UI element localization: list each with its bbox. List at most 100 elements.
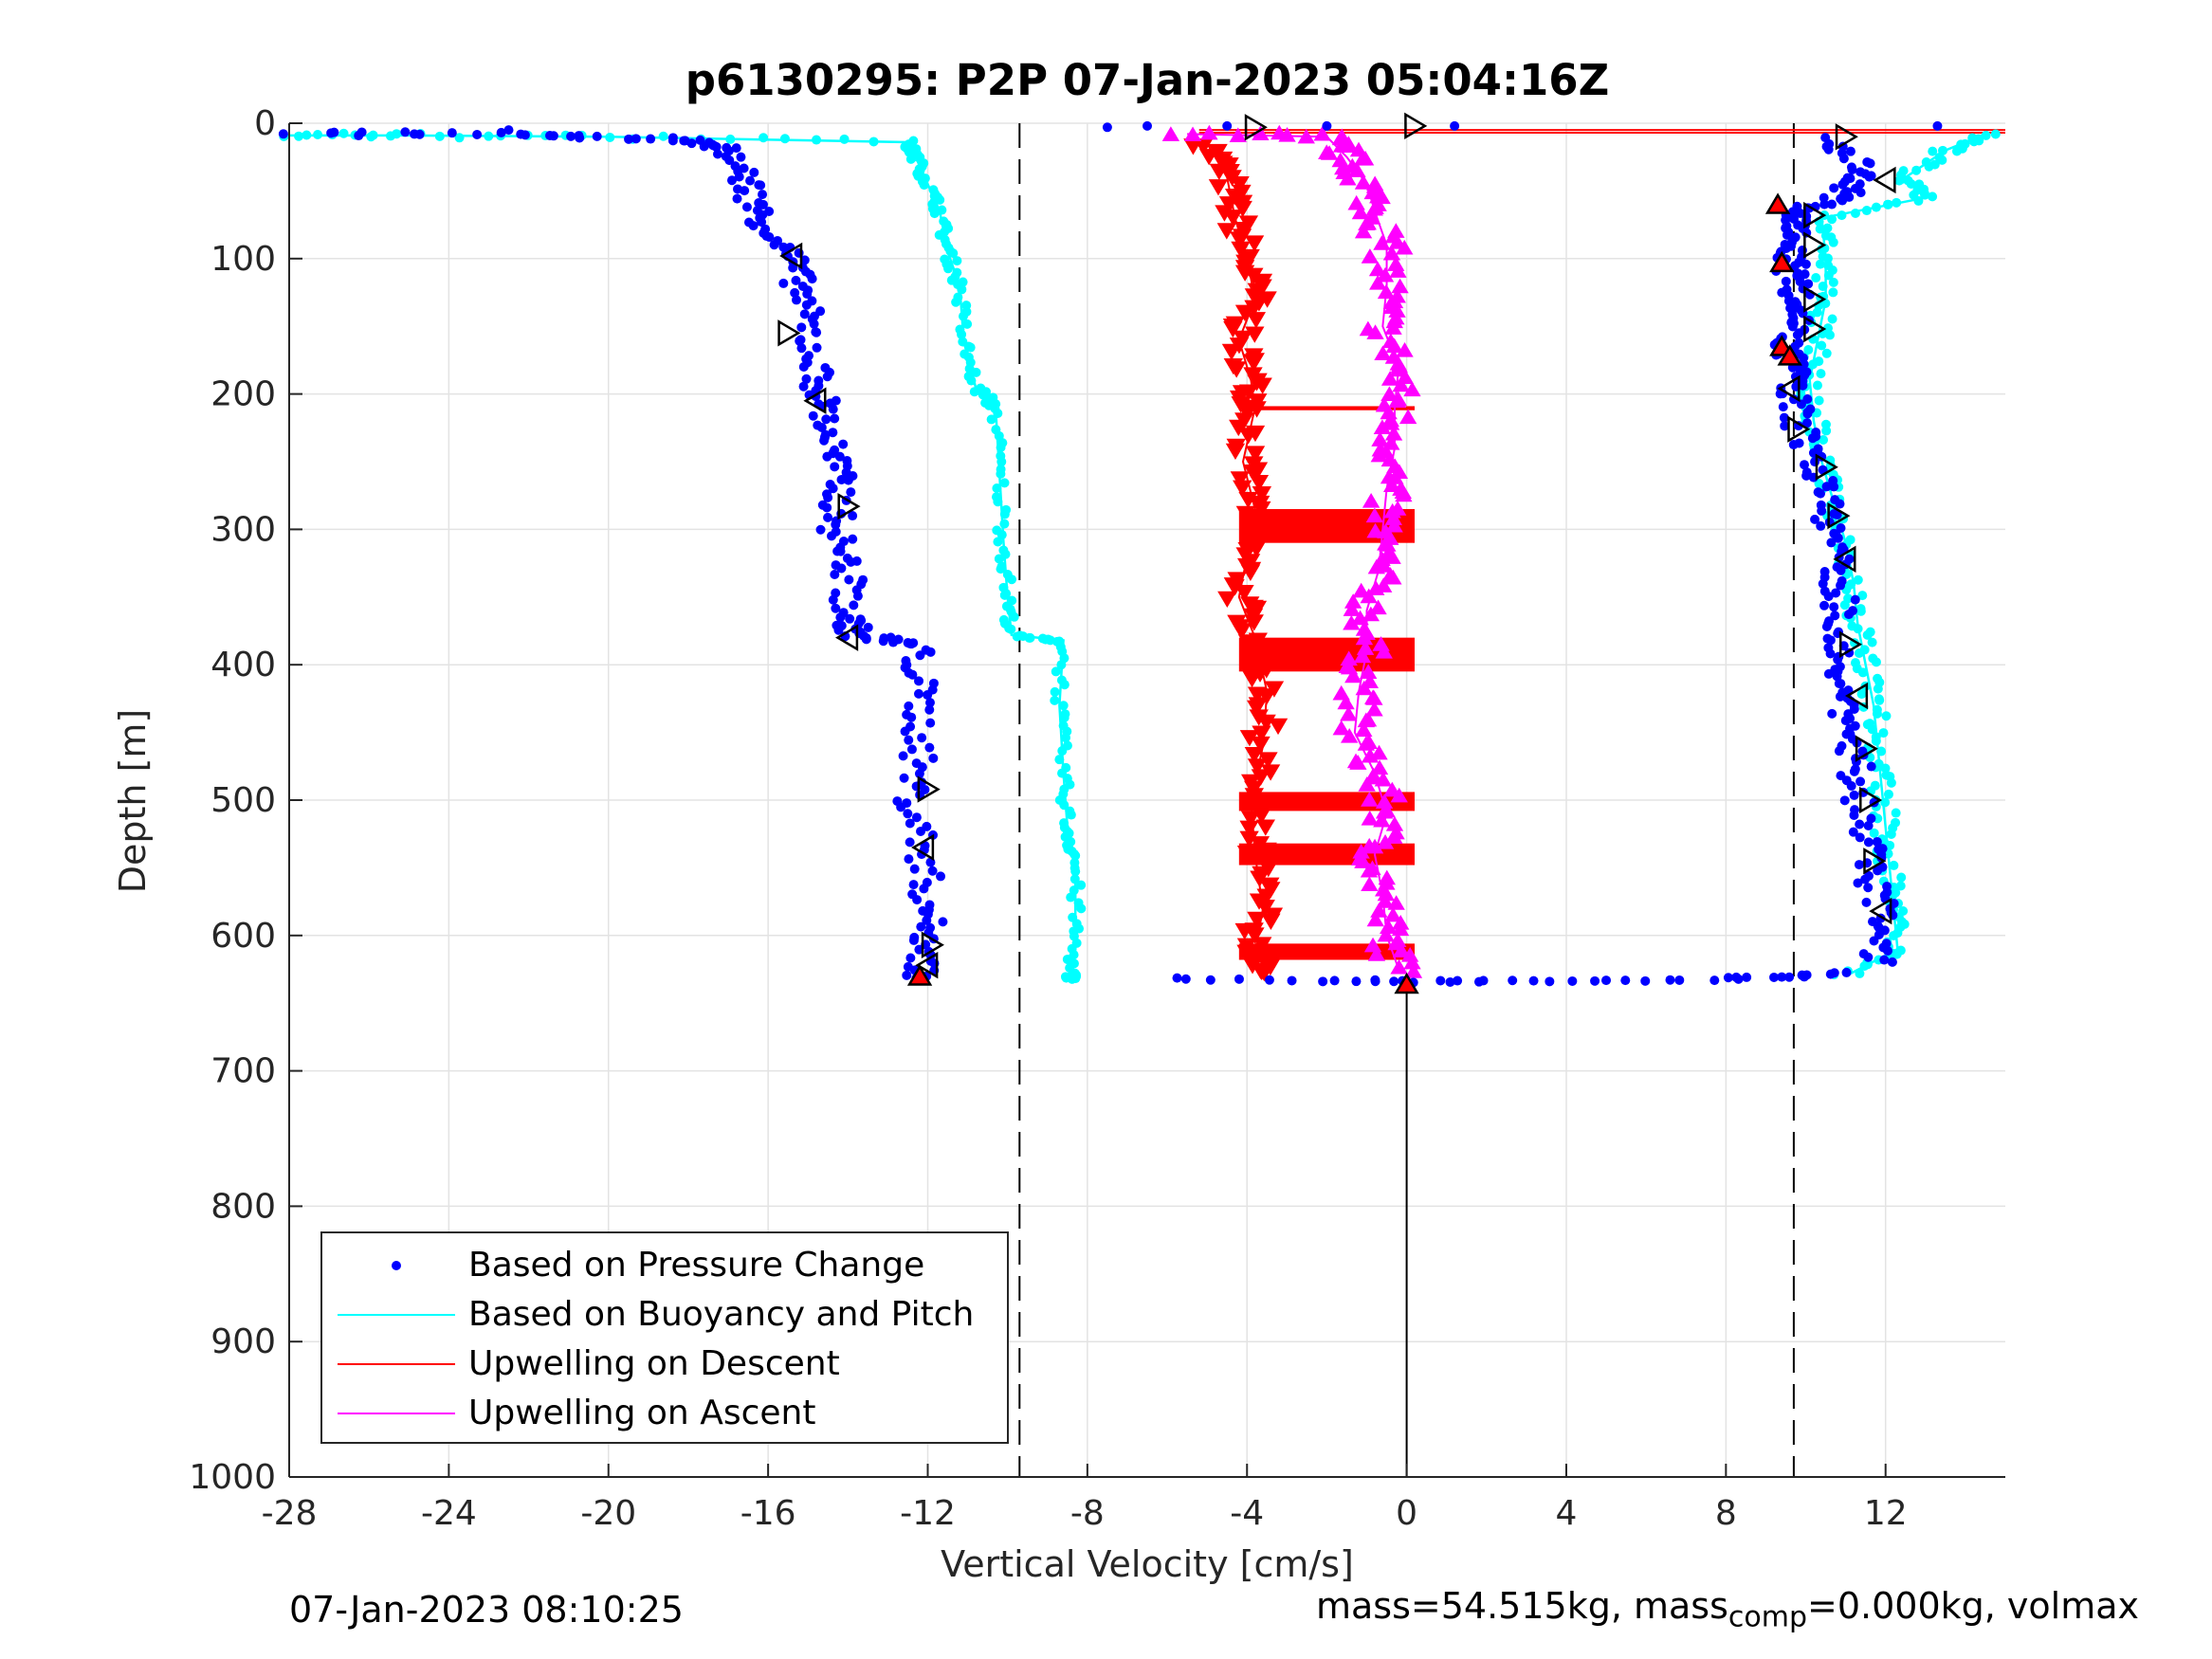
pressure-point: [329, 127, 339, 137]
pressure-point: [1836, 679, 1846, 689]
buoyancy-point: [965, 342, 976, 353]
buoyancy-point: [929, 209, 940, 219]
ascent-marker: [1385, 829, 1403, 844]
pressure-point: [472, 129, 483, 139]
buoyancy-point: [1896, 872, 1907, 883]
ascent-marker: [1367, 946, 1386, 961]
legend-symbol-magenta-line: [338, 1413, 455, 1414]
ascent-marker: [1200, 124, 1218, 140]
pressure-point: [905, 953, 916, 963]
y-tick-label: 900: [210, 1322, 276, 1361]
pressure-point: [712, 149, 722, 159]
buoyancy-point: [1815, 259, 1825, 269]
pressure-point: [896, 802, 906, 812]
buoyancy-point: [966, 375, 977, 386]
pressure-point: [1222, 120, 1233, 131]
pressure-point: [906, 712, 917, 722]
pressure-point: [1850, 764, 1860, 775]
ascent-marker: [1365, 769, 1383, 785]
pressure-point: [724, 155, 735, 166]
ascent-marker: [1389, 263, 1407, 278]
pressure-point: [1351, 976, 1362, 987]
buoyancy-point: [1883, 199, 1893, 210]
buoyancy-point: [993, 409, 1003, 419]
pressure-point: [566, 131, 576, 141]
buoyancy-point: [1843, 593, 1854, 604]
open-triangle-marker: [921, 931, 944, 958]
pressure-point: [1723, 973, 1733, 983]
descent-marker: [1252, 486, 1272, 503]
pressure-point: [1864, 870, 1874, 881]
buoyancy-point: [1859, 645, 1870, 655]
pressure-point: [646, 134, 656, 144]
pressure-point: [1769, 972, 1780, 982]
pressure-point: [679, 136, 689, 146]
x-tick-label: -20: [580, 1494, 636, 1533]
ascent-marker: [1229, 127, 1247, 142]
ascent-marker: [1403, 381, 1421, 397]
ascent-marker: [1396, 239, 1414, 255]
pressure-point: [830, 413, 840, 424]
pressure-point: [686, 138, 697, 149]
pressure-point: [1834, 627, 1844, 637]
pressure-point: [1322, 120, 1332, 131]
pressure-point: [822, 502, 832, 513]
pressure-point: [907, 669, 918, 680]
pressure-point: [1819, 600, 1830, 611]
ascent-marker: [1370, 759, 1389, 775]
descent-marker: [1243, 354, 1263, 371]
pressure-point: [575, 133, 585, 143]
ascent-marker: [1337, 694, 1355, 710]
pressure-point: [830, 569, 840, 579]
ascent-marker: [1377, 283, 1396, 300]
legend-label: Based on Pressure Change: [468, 1246, 925, 1285]
pressure-point: [1837, 575, 1847, 586]
buoyancy-point: [839, 134, 850, 144]
buoyancy-point: [1865, 627, 1875, 637]
pressure-point: [1841, 967, 1852, 977]
buoyancy-point: [1867, 637, 1877, 647]
open-triangle-marker: [777, 319, 801, 347]
pressure-point: [757, 217, 767, 228]
pressure-point: [801, 374, 812, 384]
pressure-point: [758, 199, 768, 210]
open-triangle-marker: [1803, 201, 1827, 229]
pressure-point: [764, 232, 775, 243]
pressure-point: [1866, 761, 1876, 772]
x-tick-label: -24: [421, 1494, 477, 1533]
pressure-point: [1862, 156, 1873, 167]
open-triangle-marker: [1859, 786, 1883, 814]
pressure-point: [1264, 975, 1274, 985]
pressure-point: [833, 625, 844, 635]
pressure-point: [893, 634, 904, 645]
pressure-point: [1801, 259, 1811, 269]
pressure-point: [917, 733, 927, 743]
open-triangle-marker: [915, 952, 939, 979]
pressure-point: [1780, 421, 1790, 431]
buoyancy-point: [313, 130, 323, 140]
pressure-point: [788, 263, 798, 273]
y-tick-label: 1000: [189, 1458, 276, 1497]
ascent-marker: [1374, 345, 1392, 360]
buoyancy-point: [1814, 356, 1824, 367]
pressure-point: [736, 152, 746, 162]
buoyancy-point: [1898, 905, 1909, 916]
pressure-point: [1816, 500, 1826, 510]
pressure-point: [1842, 173, 1853, 183]
pressure-point: [1829, 183, 1839, 193]
ascent-marker: [1332, 720, 1350, 736]
ascent-marker: [1362, 492, 1380, 508]
pressure-point: [925, 718, 936, 728]
buoyancy-point: [1883, 789, 1893, 799]
pressure-point: [1848, 606, 1858, 616]
pressure-point: [1932, 120, 1943, 131]
buoyancy-point: [1929, 159, 1940, 170]
pressure-point: [1827, 708, 1837, 719]
pressure-point: [878, 636, 888, 647]
descent-marker: [1234, 584, 1254, 602]
buoyancy-point: [392, 129, 402, 139]
pressure-point: [1816, 520, 1826, 531]
pressure-point: [919, 884, 929, 894]
buoyancy-point: [779, 134, 790, 144]
pressure-point: [846, 556, 856, 567]
